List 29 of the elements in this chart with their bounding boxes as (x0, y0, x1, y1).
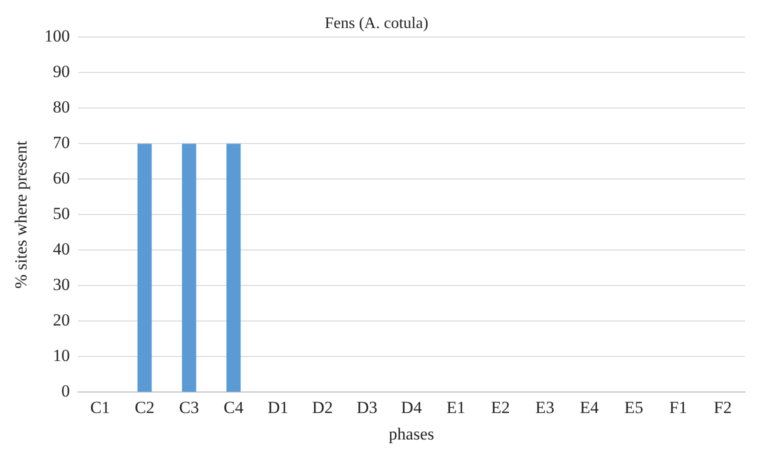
x-tick-label: F1 (669, 398, 688, 417)
x-tick-label: D2 (312, 398, 333, 417)
y-tick-label: 10 (52, 346, 70, 366)
y-tick-label: 60 (52, 168, 70, 188)
chart-title: Fens (A. cotula) (324, 14, 428, 32)
x-tick-label: C4 (224, 398, 244, 417)
y-tick-label: 80 (52, 98, 70, 117)
x-tick-label: E3 (535, 398, 554, 417)
y-axis-title: % sites where present (12, 140, 31, 289)
x-tick-label: D1 (268, 398, 288, 417)
x-tick-label: E4 (580, 398, 600, 417)
y-tick-label: 70 (52, 133, 70, 152)
y-tick-label: 50 (52, 204, 70, 224)
x-tick-label: E1 (446, 398, 466, 417)
y-tick-label: 0 (61, 382, 70, 401)
x-tick-label: E5 (624, 398, 644, 417)
y-tick-label: 100 (44, 26, 70, 46)
y-tick-label: 40 (52, 240, 70, 259)
x-tick-label: D4 (401, 398, 422, 417)
x-tick-label: C1 (90, 398, 110, 417)
y-tick-label: 20 (52, 310, 70, 330)
x-tick-label: C2 (134, 398, 155, 417)
x-axis-title: phases (388, 424, 434, 444)
x-tick-label: C3 (179, 398, 200, 417)
y-tick-label: 30 (52, 275, 70, 294)
x-tick-label: F2 (714, 398, 732, 417)
y-tick-label: 90 (52, 62, 70, 82)
x-tick-label: D3 (356, 398, 378, 417)
x-tick-label: E2 (490, 398, 510, 417)
